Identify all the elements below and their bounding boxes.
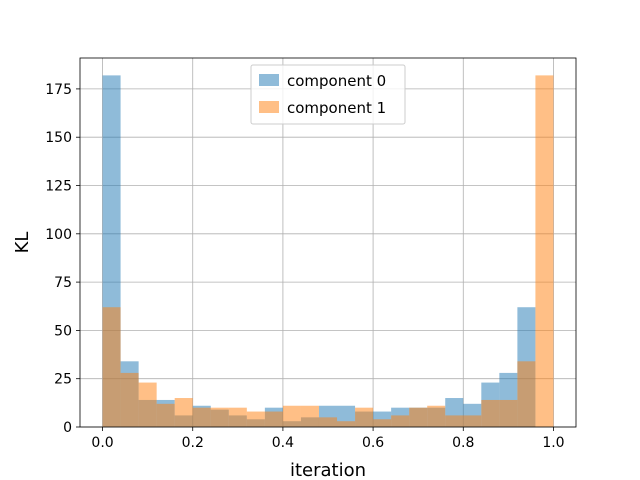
y-tick-label: 125 [45,179,72,195]
x-tick-label: 0.2 [182,435,204,451]
bar-series-1-bin-18 [427,405,446,427]
x-tick-label: 1.0 [542,435,564,451]
x-tick-label: 0.4 [272,435,294,451]
y-tick-label: 150 [45,130,72,146]
legend-swatch [259,74,279,86]
y-tick-label: 25 [54,372,72,388]
bar-series-1-bin-23 [517,361,536,427]
bar-series-1-bin-8 [246,411,265,427]
bar-series-1-bin-3 [156,403,175,427]
y-axis-label: KL [12,232,33,254]
x-tick-label: 0.0 [91,435,113,451]
bar-series-1-bin-7 [228,407,247,427]
legend-swatch [259,101,279,113]
bar-series-1-bin-0 [102,307,121,427]
bar-series-1-bin-10 [282,405,301,427]
bar-series-1-bin-13 [337,421,356,427]
plot-frame [79,57,577,428]
x-axis-label: iteration [290,460,366,480]
bar-series-1-bin-21 [481,399,500,427]
bar-series-1-bin-16 [391,415,410,427]
y-tick-label: 0 [63,420,72,436]
bar-series-1-bin-20 [463,415,482,427]
bar-series-1-bin-17 [409,407,428,427]
bar-series-1-bin-4 [174,398,193,427]
bar-series-1-bin-9 [264,411,283,427]
bar-series-1-bin-24 [535,75,554,427]
y-tick-label: 50 [54,323,72,339]
y-tick-label: 175 [45,82,72,98]
bar-series-1-bin-19 [445,415,464,427]
bar-series-1-bin-5 [192,407,211,427]
x-tick-label: 0.8 [452,435,474,451]
tick-labels: 0.0 0.2 0.4 0.6 0.8 1.0 0 25 50 75 100 125 150 175 [45,82,564,451]
bar-series-1-bin-15 [373,419,392,427]
axes [76,57,577,431]
legend: component 0 component 1 [250,64,406,125]
bar-series-1-bin-2 [138,382,157,427]
bar-series-1-bin-1 [120,372,139,427]
y-tick-label: 100 [45,227,72,243]
bar-series-1-bin-22 [499,399,518,427]
legend-label: component 1 [287,99,386,117]
legend-box [250,64,406,125]
bars [102,75,554,427]
y-tick-label: 75 [54,275,72,291]
x-tick-label: 0.6 [362,435,384,451]
bar-series-1-bin-14 [355,407,374,427]
legend-label: component 0 [287,72,386,90]
bar-series-1-bin-11 [300,405,319,427]
bar-series-1-bin-12 [318,417,338,427]
bar-series-1-bin-6 [210,407,229,427]
